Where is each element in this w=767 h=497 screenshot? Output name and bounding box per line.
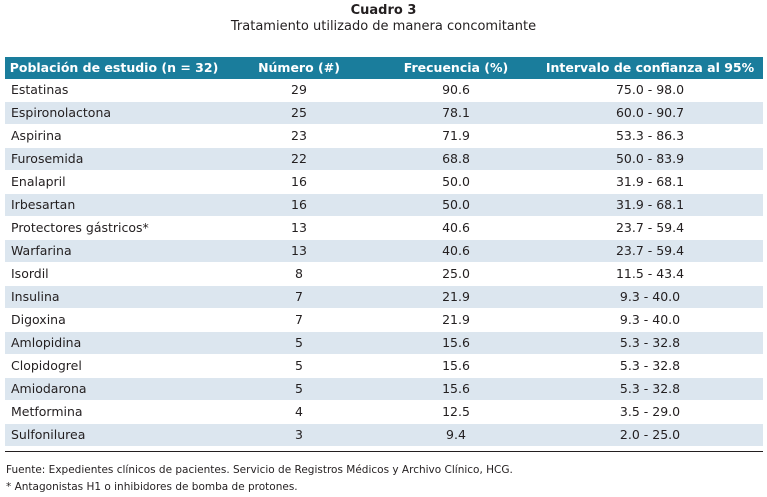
table-row: Enalapril 16 50.0 31.9 - 68.1 [5, 170, 763, 194]
cell-frequency: 90.6 [375, 79, 537, 102]
table-row: Digoxina 7 21.9 9.3 - 40.0 [5, 308, 763, 332]
cell-medication: Amlopidina [5, 331, 223, 355]
cell-medication: Espironolactona [5, 101, 223, 125]
table-row: Sulfonilurea 3 9.4 2.0 - 25.0 [5, 423, 763, 447]
column-header-confidence-interval: Intervalo de confianza al 95% [537, 57, 763, 79]
cell-medication: Insulina [5, 285, 223, 309]
cell-medication: Sulfonilurea [5, 423, 223, 447]
cell-medication: Protectores gástricos* [5, 216, 223, 240]
table-row: Furosemida 22 68.8 50.0 - 83.9 [5, 147, 763, 171]
table-row: Warfarina 13 40.6 23.7 - 59.4 [5, 239, 763, 263]
cell-confidence-interval: 5.3 - 32.8 [537, 377, 763, 401]
cell-confidence-interval: 3.5 - 29.0 [537, 400, 763, 424]
table-bottom-rule [5, 451, 763, 452]
cell-frequency: 9.4 [375, 423, 537, 447]
table-row: Estatinas 29 90.6 75.0 - 98.0 [5, 79, 763, 102]
cell-frequency: 68.8 [375, 147, 537, 171]
cell-number: 5 [223, 331, 375, 355]
cell-number: 4 [223, 400, 375, 424]
asterisk-footnote: * Antagonistas H1 o inhibidores de bomba… [6, 481, 298, 493]
cell-number: 25 [223, 101, 375, 125]
cell-frequency: 21.9 [375, 308, 537, 332]
table-body: Estatinas 29 90.6 75.0 - 98.0 Espironolacton… [5, 79, 763, 447]
cell-number: 13 [223, 239, 375, 263]
cell-number: 8 [223, 262, 375, 286]
table-caption-number: Cuadro 3 [350, 3, 417, 18]
cell-number: 16 [223, 193, 375, 217]
cell-confidence-interval: 11.5 - 43.4 [537, 262, 763, 286]
medication-table: Población de estudio (n = 32) Número (#)… [5, 57, 763, 447]
cell-confidence-interval: 9.3 - 40.0 [537, 285, 763, 309]
cell-frequency: 40.6 [375, 239, 537, 263]
cell-medication: Furosemida [5, 147, 223, 171]
table-row: Irbesartan 16 50.0 31.9 - 68.1 [5, 193, 763, 217]
cell-frequency: 50.0 [375, 193, 537, 217]
cell-number: 5 [223, 354, 375, 378]
cell-frequency: 15.6 [375, 354, 537, 378]
table-row: Clopidogrel 5 15.6 5.3 - 32.8 [5, 354, 763, 378]
cell-confidence-interval: 23.7 - 59.4 [537, 216, 763, 240]
cell-medication: Isordil [5, 262, 223, 286]
cell-frequency: 71.9 [375, 124, 537, 148]
cell-number: 13 [223, 216, 375, 240]
cell-number: 16 [223, 170, 375, 194]
cell-number: 29 [223, 79, 375, 102]
cell-number: 7 [223, 308, 375, 332]
table-row: Espironolactona 25 78.1 60.0 - 90.7 [5, 101, 763, 125]
source-footnote: Fuente: Expedientes clínicos de paciente… [6, 464, 513, 476]
table-row: Isordil 8 25.0 11.5 - 43.4 [5, 262, 763, 286]
table-header-row: Población de estudio (n = 32) Número (#)… [5, 57, 763, 79]
cell-frequency: 50.0 [375, 170, 537, 194]
cell-confidence-interval: 53.3 - 86.3 [537, 124, 763, 148]
cell-medication: Aspirina [5, 124, 223, 148]
cell-confidence-interval: 50.0 - 83.9 [537, 147, 763, 171]
table-row: Protectores gástricos* 13 40.6 23.7 - 59.4 [5, 216, 763, 240]
cell-confidence-interval: 75.0 - 98.0 [537, 79, 763, 102]
table-row: Insulina 7 21.9 9.3 - 40.0 [5, 285, 763, 309]
column-header-population: Población de estudio (n = 32) [5, 57, 223, 79]
cell-medication: Clopidogrel [5, 354, 223, 378]
cell-frequency: 21.9 [375, 285, 537, 309]
cell-number: 5 [223, 377, 375, 401]
cell-frequency: 15.6 [375, 377, 537, 401]
cell-confidence-interval: 9.3 - 40.0 [537, 308, 763, 332]
cell-frequency: 15.6 [375, 331, 537, 355]
cell-medication: Metformina [5, 400, 223, 424]
column-header-number: Número (#) [223, 57, 375, 79]
table-row: Amlopidina 5 15.6 5.3 - 32.8 [5, 331, 763, 355]
table-row: Amiodarona 5 15.6 5.3 - 32.8 [5, 377, 763, 401]
table-row: Metformina 4 12.5 3.5 - 29.0 [5, 400, 763, 424]
cell-frequency: 12.5 [375, 400, 537, 424]
cell-confidence-interval: 23.7 - 59.4 [537, 239, 763, 263]
cell-medication: Amiodarona [5, 377, 223, 401]
cell-number: 7 [223, 285, 375, 309]
table-row: Aspirina 23 71.9 53.3 - 86.3 [5, 124, 763, 148]
cell-number: 23 [223, 124, 375, 148]
cell-number: 3 [223, 423, 375, 447]
cell-medication: Warfarina [5, 239, 223, 263]
cell-medication: Enalapril [5, 170, 223, 194]
cell-confidence-interval: 60.0 - 90.7 [537, 101, 763, 125]
cell-number: 22 [223, 147, 375, 171]
column-header-frequency: Frecuencia (%) [375, 57, 537, 79]
cell-medication: Estatinas [5, 79, 223, 102]
cell-confidence-interval: 31.9 - 68.1 [537, 170, 763, 194]
cell-confidence-interval: 31.9 - 68.1 [537, 193, 763, 217]
cell-medication: Digoxina [5, 308, 223, 332]
cell-frequency: 25.0 [375, 262, 537, 286]
cell-confidence-interval: 2.0 - 25.0 [537, 423, 763, 447]
cell-frequency: 78.1 [375, 101, 537, 125]
cell-frequency: 40.6 [375, 216, 537, 240]
cell-confidence-interval: 5.3 - 32.8 [537, 354, 763, 378]
cell-confidence-interval: 5.3 - 32.8 [537, 331, 763, 355]
cell-medication: Irbesartan [5, 193, 223, 217]
table-caption-title: Tratamiento utilizado de manera concomit… [230, 19, 537, 34]
